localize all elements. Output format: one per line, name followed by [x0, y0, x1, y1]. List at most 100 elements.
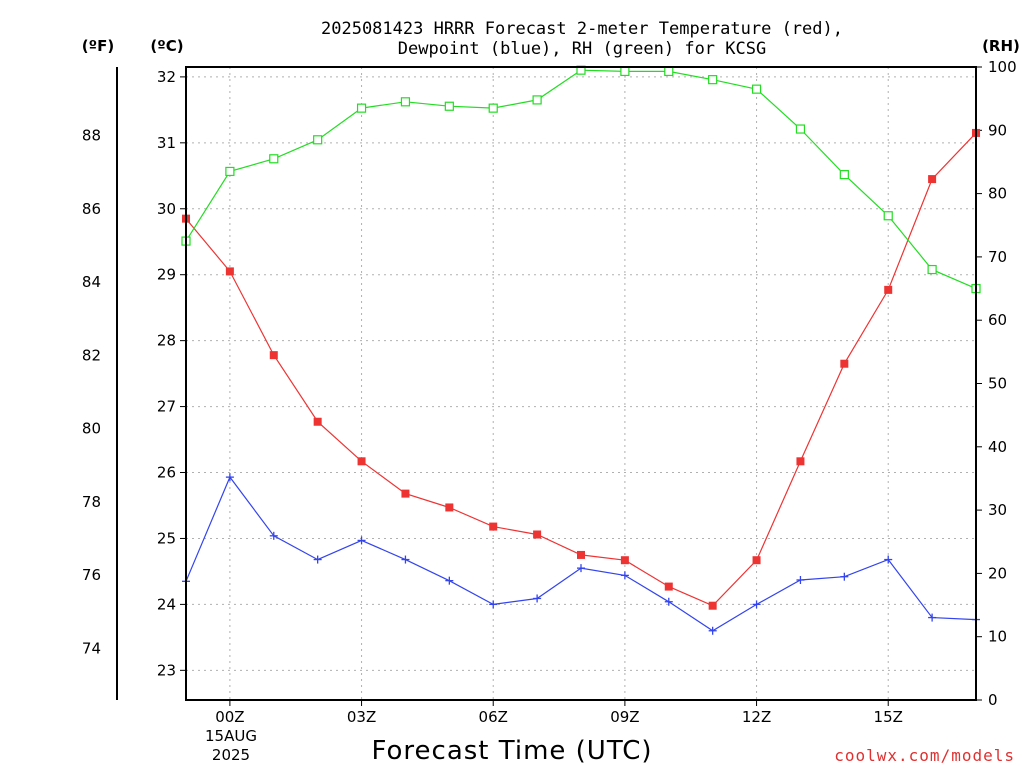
dewpoint-point — [445, 576, 454, 585]
dewpoint-point — [313, 555, 322, 564]
credit-label: coolwx.com/models — [834, 746, 1015, 765]
rh-point — [532, 95, 542, 105]
temperature-point — [489, 522, 498, 531]
dewpoint-point — [225, 473, 234, 482]
temperature-point — [796, 457, 805, 466]
rh-axis: 0 10 20 30 40 50 60 70 80 90 100 — [976, 58, 1017, 709]
date-label-day: 15AUG — [205, 727, 257, 745]
celsius-tick-label: 24 — [157, 595, 176, 613]
rh-tick-label: 90 — [988, 121, 1007, 139]
fahrenheit-tick-label: 86 — [82, 200, 101, 218]
fahrenheit-tick-label: 74 — [82, 639, 101, 657]
rh-tick-label: 40 — [988, 438, 1007, 456]
dewpoint-point — [533, 594, 542, 603]
rh-point — [313, 135, 323, 145]
temperature-point — [840, 359, 849, 368]
dewpoint-point — [269, 531, 278, 540]
fahrenheit-unit-label: (ºF) — [82, 37, 114, 55]
temperature-point — [269, 351, 278, 360]
rh-point — [225, 166, 235, 177]
celsius-unit-label: (ºC) — [150, 37, 183, 55]
dewpoint-point — [664, 597, 673, 606]
rh-point — [356, 103, 367, 113]
rh-unit-label: (RH) — [982, 37, 1020, 55]
rh-tick-label: 60 — [988, 311, 1007, 329]
temperature-point — [357, 457, 366, 466]
rh-tick-label: 0 — [988, 691, 998, 709]
temperature-point — [225, 267, 234, 276]
temperature-point — [401, 489, 410, 498]
plot-frame — [185, 66, 977, 701]
chart-title-line1: 2025081423 HRRR Forecast 2-meter Tempera… — [321, 19, 843, 39]
series-layer — [181, 65, 981, 635]
rh-tick-label: 100 — [988, 58, 1017, 76]
rh-point — [488, 103, 498, 113]
dewpoint-point — [796, 575, 805, 584]
rh-tick-label: 20 — [988, 564, 1007, 582]
x-tick-label: 15Z — [874, 708, 903, 726]
temperature-point — [708, 601, 717, 610]
temperature-point — [664, 582, 673, 591]
celsius-tick-label: 30 — [157, 200, 176, 218]
rh-point — [839, 170, 849, 180]
temperature-point — [620, 556, 629, 565]
x-axis-label: Forecast Time (UTC) — [371, 736, 652, 766]
rh-tick-label: 10 — [988, 628, 1007, 646]
rh-point — [444, 101, 454, 111]
celsius-tick-label: 31 — [157, 134, 176, 152]
temperature-point — [533, 530, 542, 539]
fahrenheit-tick-label: 84 — [82, 273, 101, 291]
rh-tick-label: 70 — [988, 248, 1007, 266]
celsius-axis: 23 24 25 26 27 28 29 30 31 32 — [157, 68, 186, 679]
rh-point — [620, 66, 630, 77]
x-tick-label: 09Z — [610, 708, 639, 726]
rh-line — [185, 69, 977, 290]
series-temperature — [182, 128, 980, 610]
temperature-point — [928, 175, 937, 184]
celsius-tick-label: 32 — [157, 68, 176, 86]
fahrenheit-axis: 74 76 78 80 82 84 86 88 — [82, 67, 118, 700]
series-dewpoint — [182, 473, 980, 635]
temperature-point — [445, 503, 454, 512]
rh-tick-label: 80 — [988, 185, 1007, 203]
dewpoint-point — [708, 626, 717, 635]
dewpoint-point — [401, 555, 410, 564]
fahrenheit-tick-label: 76 — [82, 566, 101, 584]
rh-point — [400, 97, 411, 107]
dewpoint-point — [489, 600, 498, 609]
x-tick-label: 06Z — [479, 708, 508, 726]
celsius-tick-label: 29 — [157, 266, 176, 284]
rh-point — [795, 124, 806, 134]
x-tick-label: 03Z — [347, 708, 376, 726]
dewpoint-point — [357, 536, 366, 545]
dewpoint-point — [752, 600, 761, 609]
date-label-year: 2025 — [212, 746, 250, 764]
rh-point — [664, 66, 674, 77]
rh-tick-label: 50 — [988, 375, 1007, 393]
dewpoint-point — [840, 572, 849, 581]
fahrenheit-tick-label: 82 — [82, 346, 101, 364]
series-rh — [181, 65, 981, 294]
rh-point — [927, 264, 937, 275]
rh-point — [708, 75, 718, 85]
celsius-tick-label: 26 — [157, 464, 176, 482]
celsius-tick-label: 23 — [157, 661, 176, 679]
rh-point — [883, 211, 893, 221]
chart-title-line2: Dewpoint (blue), RH (green) for KCSG — [398, 39, 766, 59]
celsius-tick-label: 27 — [157, 398, 176, 416]
x-axis: 00Z 03Z 06Z 09Z 12Z 15Z — [215, 700, 903, 726]
temperature-line — [185, 132, 977, 607]
dewpoint-point — [928, 613, 937, 622]
dewpoint-point — [884, 555, 893, 564]
rh-point — [751, 84, 762, 94]
temperature-point — [752, 556, 761, 565]
rh-tick-label: 30 — [988, 501, 1007, 519]
celsius-tick-label: 25 — [157, 529, 176, 547]
celsius-tick-label: 28 — [157, 332, 176, 350]
dewpoint-point — [620, 571, 629, 580]
x-tick-label: 00Z — [215, 708, 244, 726]
dewpoint-point — [577, 564, 585, 573]
temperature-point — [884, 285, 893, 294]
grid-lines — [186, 67, 976, 700]
